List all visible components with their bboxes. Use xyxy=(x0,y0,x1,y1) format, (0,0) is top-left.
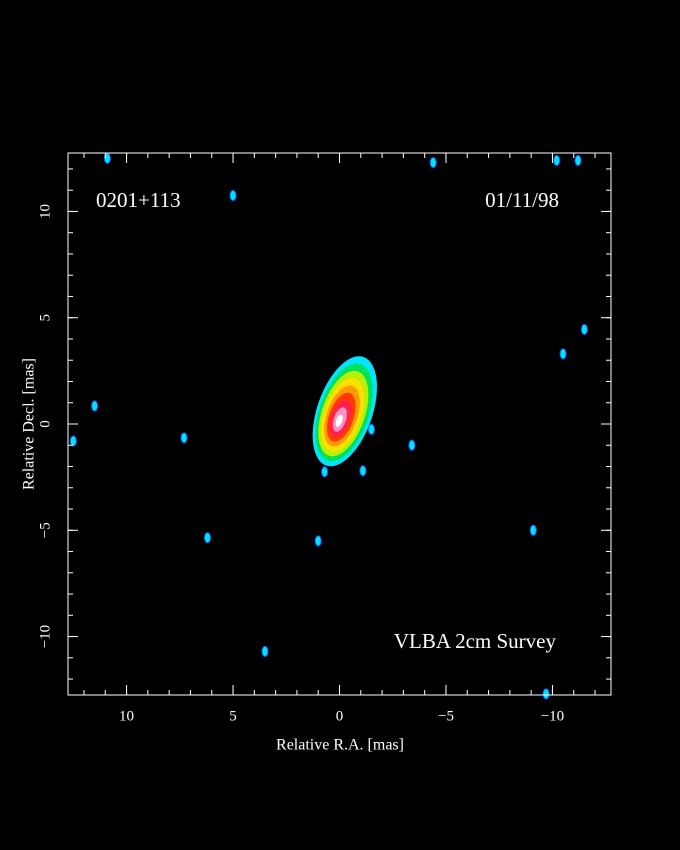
feature xyxy=(559,348,567,360)
feature xyxy=(529,524,537,536)
x-tick-label: 0 xyxy=(336,708,344,724)
y-tick-label: 5 xyxy=(37,314,53,322)
x-tick-label: 5 xyxy=(229,708,237,724)
feature xyxy=(429,157,437,169)
source-name: 0201+113 xyxy=(96,188,181,212)
feature xyxy=(542,688,550,700)
x-tick-label: −10 xyxy=(541,708,564,724)
feature xyxy=(203,532,211,544)
x-axis-label: Relative R.A. [mas] xyxy=(276,737,404,754)
feature xyxy=(314,535,322,547)
y-tick-label: 0 xyxy=(37,420,53,428)
feature xyxy=(359,465,367,477)
feature xyxy=(321,466,329,478)
feature xyxy=(580,323,588,335)
y-tick-label: −10 xyxy=(37,625,53,648)
feature xyxy=(91,400,99,412)
feature xyxy=(69,435,77,447)
feature xyxy=(180,432,188,444)
y-tick-label: −5 xyxy=(37,522,53,538)
x-tick-label: 10 xyxy=(119,708,134,724)
y-axis-label: Relative Decl. [mas] xyxy=(21,358,38,490)
x-tick-label: −5 xyxy=(438,708,454,724)
feature xyxy=(261,645,269,657)
source xyxy=(312,356,377,467)
feature xyxy=(408,439,416,451)
y-tick-label: 10 xyxy=(37,204,53,219)
feature xyxy=(553,154,561,166)
feature xyxy=(367,423,375,435)
date: 01/11/98 xyxy=(485,188,559,212)
feature xyxy=(574,154,582,166)
contour xyxy=(335,414,343,427)
feature xyxy=(229,190,237,202)
survey: VLBA 2cm Survey xyxy=(394,629,557,653)
